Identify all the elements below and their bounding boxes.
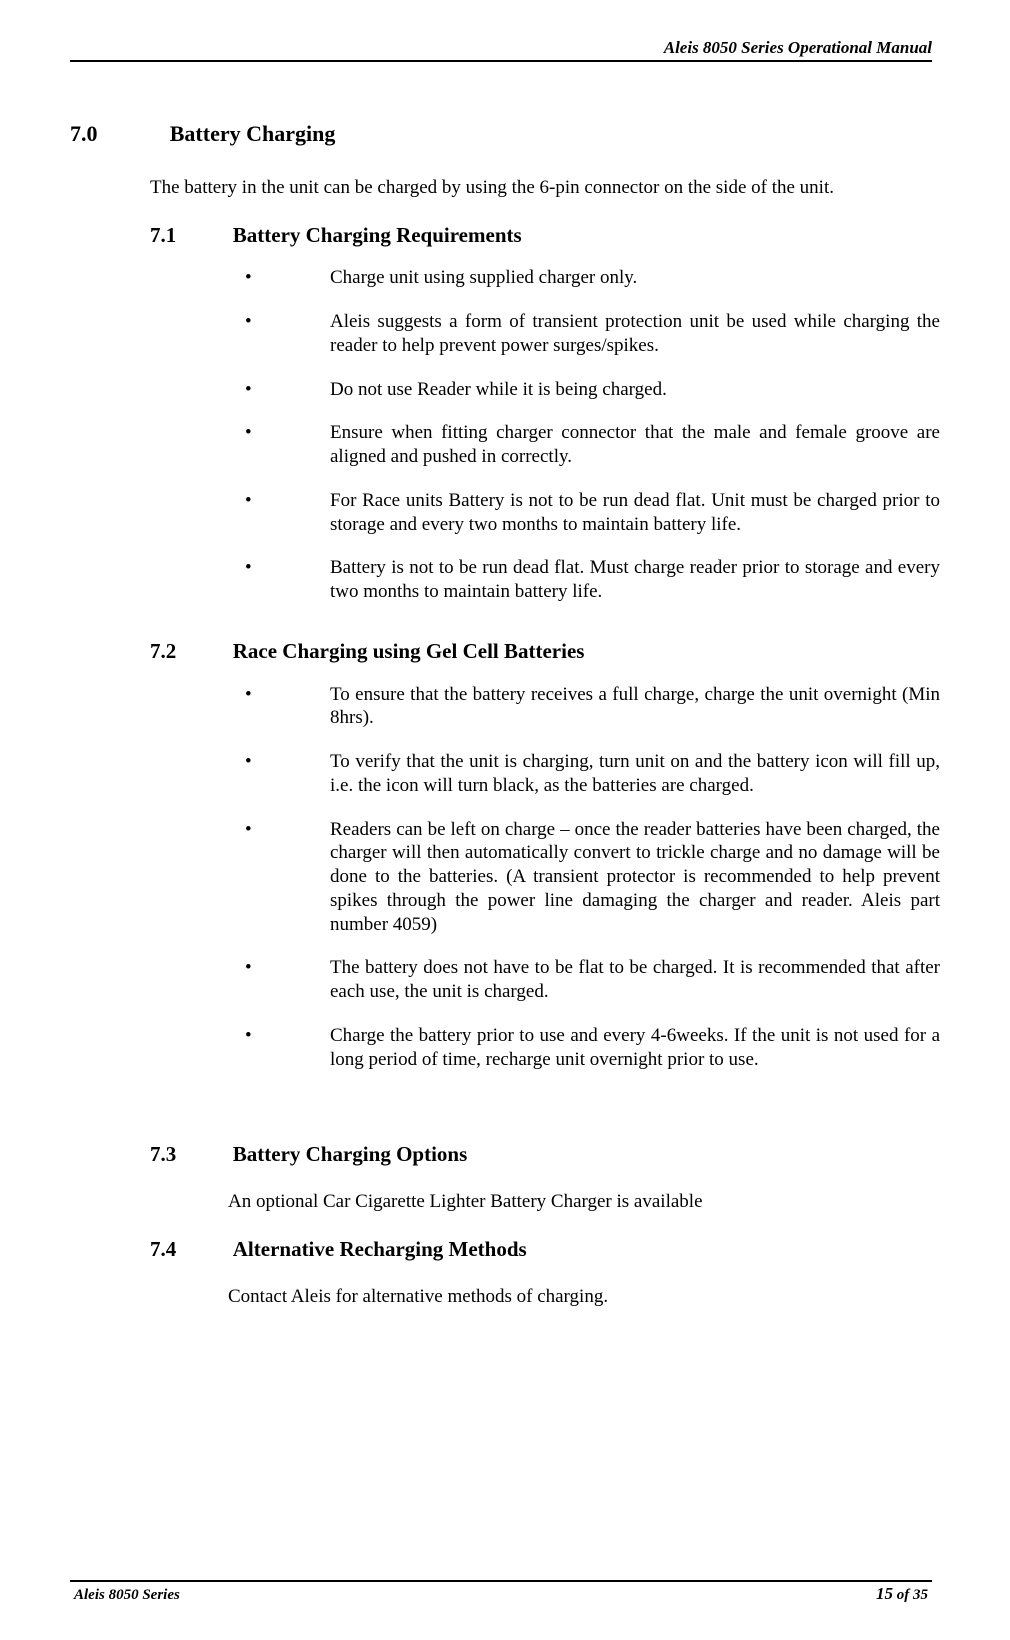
list-item: Battery is not to be run dead flat. Must…	[70, 556, 940, 604]
subsection-heading-line: 7.2 Race Charging using Gel Cell Batteri…	[150, 638, 940, 665]
page-number-current: 15	[876, 1584, 893, 1603]
list-item: Readers can be left on charge – once the…	[70, 818, 940, 937]
list-item: Do not use Reader while it is being char…	[70, 378, 940, 402]
section-heading-line: 7.0 Battery Charging	[70, 120, 940, 148]
section-title: Battery Charging	[170, 121, 336, 146]
list-item: Charge unit using supplied charger only.	[70, 266, 940, 290]
document-page: Aleis 8050 Series Operational Manual 7.0…	[0, 0, 1010, 1640]
footer-page-number: 15 of 35	[876, 1584, 928, 1604]
list-item: For Race units Battery is not to be run …	[70, 489, 940, 537]
document-body: 7.0 Battery Charging The battery in the …	[70, 120, 940, 1308]
subsection-heading-line: 7.3 Battery Charging Options	[150, 1141, 940, 1168]
header-title: Aleis 8050 Series Operational Manual	[664, 38, 932, 58]
list-item: The battery does not have to be flat to …	[70, 956, 940, 1004]
subsection-heading-line: 7.1 Battery Charging Requirements	[150, 222, 940, 249]
footer-left: Aleis 8050 Series	[74, 1587, 180, 1604]
page-number-total: of 35	[893, 1587, 928, 1603]
subsection-title: Race Charging using Gel Cell Batteries	[233, 639, 585, 663]
list-item: Ensure when fitting charger connector th…	[70, 421, 940, 469]
subsection-title: Battery Charging Options	[233, 1142, 468, 1166]
list-item: Aleis suggests a form of transient prote…	[70, 310, 940, 358]
subsection-number: 7.4	[150, 1236, 228, 1262]
section-intro: The battery in the unit can be charged b…	[150, 176, 940, 200]
subsection-number: 7.1	[150, 222, 228, 248]
subsection-heading-line: 7.4 Alternative Recharging Methods	[150, 1236, 940, 1263]
bullet-list: To ensure that the battery receives a fu…	[70, 683, 940, 1072]
footer-rule	[70, 1580, 932, 1582]
list-item: To ensure that the battery receives a fu…	[70, 683, 940, 731]
bullet-list: Charge unit using supplied charger only.…	[70, 266, 940, 604]
list-item: Charge the battery prior to use and ever…	[70, 1024, 940, 1072]
subsection-number: 7.3	[150, 1141, 228, 1167]
subsection-number: 7.2	[150, 638, 228, 664]
list-item: To verify that the unit is charging, tur…	[70, 750, 940, 798]
header-rule	[70, 60, 932, 62]
subsection-title: Battery Charging Requirements	[233, 223, 522, 247]
subsection-title: Alternative Recharging Methods	[233, 1237, 527, 1261]
subsection-intro: An optional Car Cigarette Lighter Batter…	[228, 1190, 940, 1214]
subsection-intro: Contact Aleis for alternative methods of…	[228, 1285, 940, 1309]
section-number: 7.0	[70, 120, 165, 148]
